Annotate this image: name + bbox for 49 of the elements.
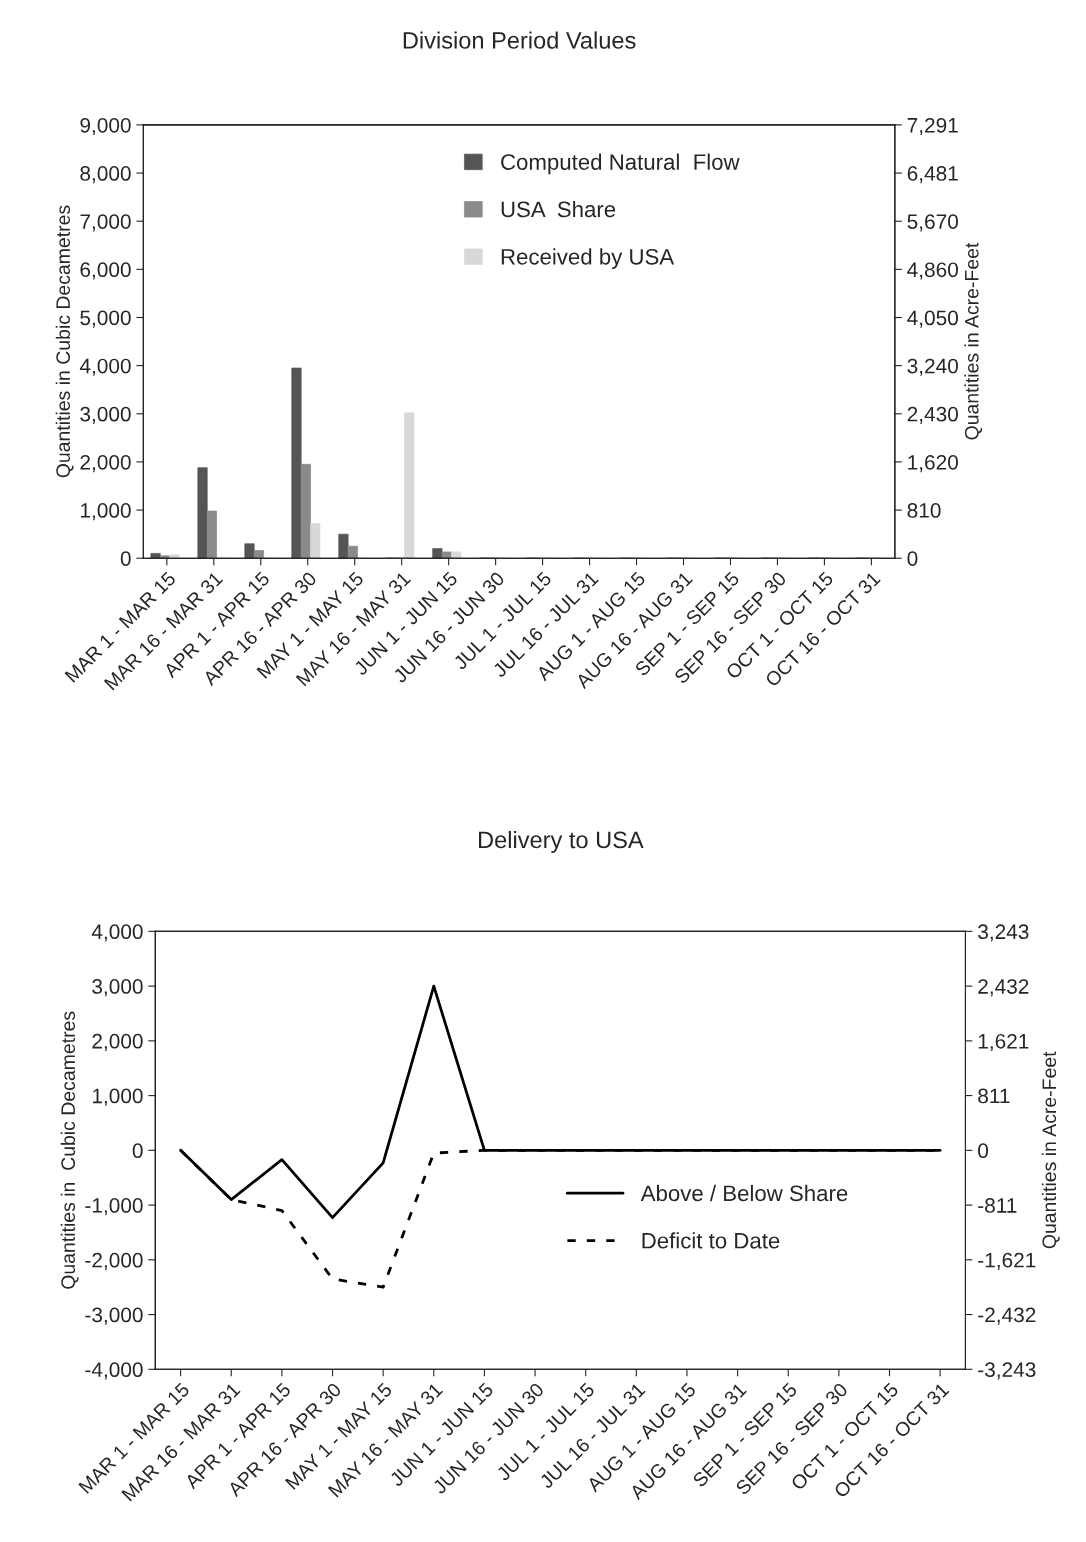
y2-tick-label: 811 <box>978 1088 1010 1104</box>
y2-tick-label: 4,050 <box>907 310 958 328</box>
chart-title: Division Period Values <box>403 31 636 49</box>
y-tick-label: 7,000 <box>80 214 131 232</box>
y-tick-label: 0 <box>132 1143 143 1159</box>
y-tick-label: -2,000 <box>85 1252 143 1271</box>
y2-tick-label: 1,620 <box>908 454 958 473</box>
y2-tick-label: 0 <box>978 1143 989 1159</box>
y-tick-label: 1,000 <box>81 503 131 521</box>
y-axis-title: Quantities in Cubic Decametres <box>60 1011 79 1289</box>
legend-label: Received by USA <box>501 248 675 270</box>
y-axis-title: Quantities in Cubic Decametres <box>55 205 74 478</box>
y2-tick-label: -3,243 <box>978 1362 1036 1380</box>
y2-tick-label: 0 <box>907 551 918 566</box>
y-tick-label: 8,000 <box>80 166 131 184</box>
y2-tick-label: 6,481 <box>907 166 958 184</box>
chart-title: Delivery to USA <box>479 830 644 853</box>
legend-label: Computed Natural Flow <box>501 153 740 175</box>
y2-tick-label: 2,432 <box>978 979 1029 997</box>
y-tick-label: -3,000 <box>85 1307 143 1325</box>
y-tick-label: 5,000 <box>80 310 131 328</box>
y-tick-label: 2,000 <box>92 1033 143 1052</box>
y-tick-label: 4,000 <box>79 358 131 376</box>
y2-tick-label: -1,621 <box>978 1252 1036 1270</box>
legend-label: Deficit to Date <box>642 1232 780 1249</box>
y2-axis-title: Quantities in Acre-Feet <box>964 242 983 440</box>
y2-axis-title: Quantities in Acre-Feet <box>1041 1051 1060 1249</box>
y-tick-label: 1,000 <box>92 1088 143 1106</box>
y-tick-label: 4,000 <box>91 924 143 942</box>
y-tick-label: 2,000 <box>80 454 131 473</box>
y2-tick-label: -811 <box>978 1198 1017 1213</box>
y2-tick-label: 5,670 <box>907 214 958 232</box>
y2-tick-label: 3,243 <box>978 924 1029 942</box>
y2-tick-label: -2,432 <box>978 1307 1036 1325</box>
y2-tick-label: 810 <box>907 503 941 518</box>
y2-tick-label: 1,621 <box>978 1033 1029 1052</box>
y2-tick-label: 4,860 <box>907 262 958 280</box>
y2-tick-label: 2,430 <box>907 406 958 424</box>
y2-tick-label: 7,291 <box>907 117 958 136</box>
legend-label: USA Share <box>501 200 616 218</box>
y-tick-label: 9,000 <box>80 117 131 136</box>
y-tick-label: 3,000 <box>80 406 131 424</box>
y2-tick-label: 3,240 <box>907 358 958 376</box>
y-tick-label: -4,000 <box>85 1362 143 1380</box>
legend-label: Above / Below Share <box>640 1184 848 1202</box>
y-tick-label: -1,000 <box>85 1198 143 1216</box>
y-tick-label: 3,000 <box>92 979 143 997</box>
y-tick-label: 0 <box>120 551 131 566</box>
y-tick-label: 6,000 <box>80 262 131 280</box>
